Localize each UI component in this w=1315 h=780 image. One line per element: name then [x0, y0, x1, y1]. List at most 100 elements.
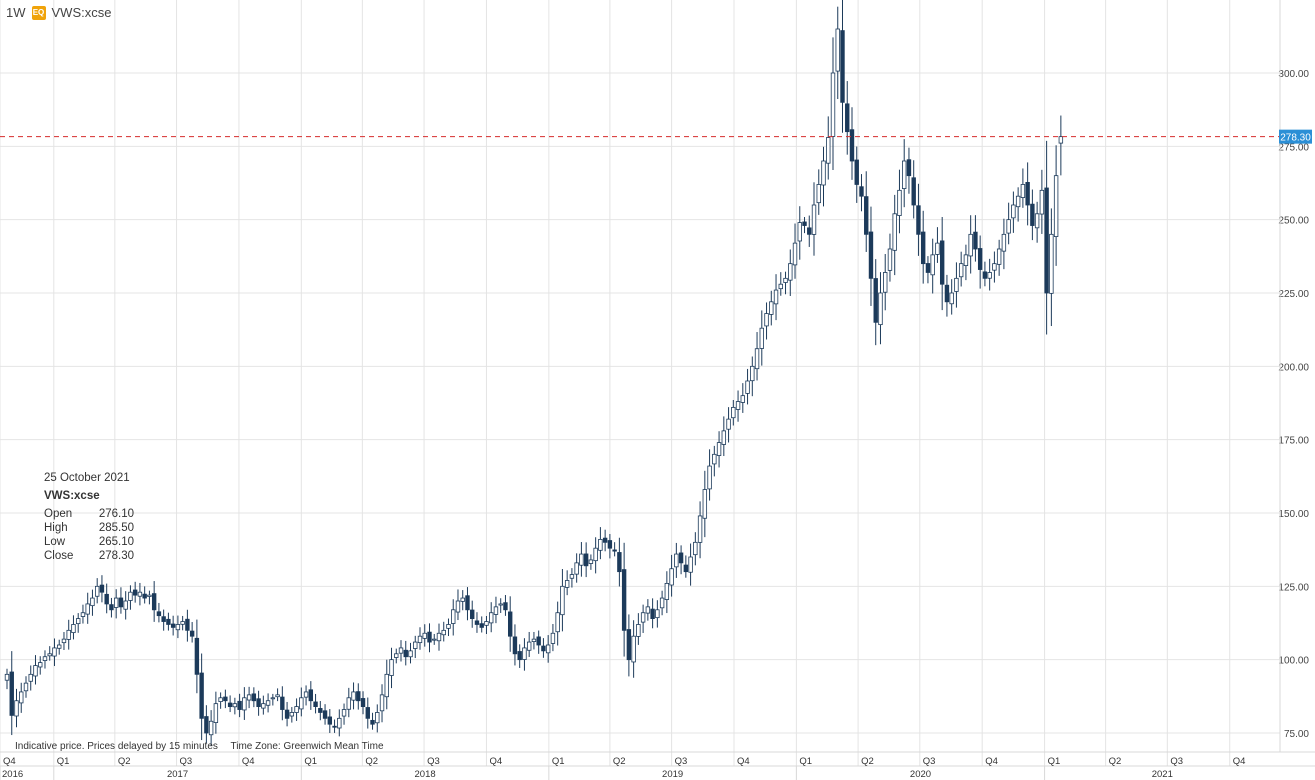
candle-body [759, 327, 764, 349]
candle-body [769, 301, 774, 315]
candle-body [1034, 213, 1040, 229]
candle-body [579, 553, 584, 566]
candle-body [588, 559, 594, 564]
candle-body [1001, 233, 1007, 252]
last-price-line: 278.30 [0, 129, 1312, 144]
candle-body [189, 630, 195, 637]
candle-body [783, 277, 788, 283]
candle-body [23, 682, 29, 692]
candle-body [1025, 182, 1030, 206]
candle-body [916, 205, 921, 235]
candle-body [821, 160, 826, 186]
candle-body [313, 701, 318, 708]
candle-body [417, 635, 423, 644]
candle-body [99, 584, 105, 593]
candle-body [185, 618, 190, 631]
candle-body [645, 606, 651, 614]
interval-label[interactable]: 1W [6, 5, 26, 20]
candle-body [280, 696, 285, 710]
candle-body [797, 222, 802, 242]
candle-body [237, 700, 242, 710]
candle-body [308, 689, 314, 702]
candle-body [223, 696, 228, 702]
candle-body [536, 636, 541, 646]
candle-body [925, 263, 931, 273]
candle-body [712, 453, 717, 465]
equity-badge-icon: EQ [31, 5, 46, 20]
candle-body [878, 292, 883, 326]
candle-body [460, 597, 465, 602]
candle-body [128, 591, 133, 601]
candle-body [807, 227, 812, 235]
candle-body [389, 659, 394, 676]
candle-body [170, 623, 176, 628]
y-tick-label: 275.00 [1278, 142, 1309, 153]
chart-grid [0, 0, 1280, 766]
candle-body [104, 593, 109, 605]
candle-body [693, 541, 698, 556]
candle-body [465, 595, 470, 611]
candle-body [204, 716, 209, 734]
candle-body [503, 602, 508, 611]
info-symbol: VWS:xcse [44, 490, 100, 502]
quarter-label: Q3 [427, 756, 440, 767]
candle-body [650, 608, 655, 619]
candle-body [707, 465, 712, 490]
candle-body [161, 616, 166, 622]
candle-body [147, 594, 152, 597]
candle-body [996, 248, 1002, 265]
candle-body [275, 694, 280, 698]
candle-body [261, 703, 266, 709]
candle-body [256, 698, 261, 707]
candle-body [930, 254, 935, 276]
candle-body [569, 574, 575, 579]
candle-body [227, 702, 233, 707]
candle-body [42, 656, 48, 661]
candle-body [949, 292, 954, 305]
candle-body [379, 694, 385, 712]
candle-body [954, 277, 959, 292]
candle-body [859, 186, 864, 197]
candle-body [322, 710, 328, 719]
candle-body [9, 671, 14, 716]
candle-body [71, 624, 76, 634]
candle-body [830, 72, 836, 137]
candle-body [351, 691, 356, 701]
y-axis: 75.00 100.00 125.00 150.00 175.00 200.00 225.0… [1278, 69, 1309, 740]
candle-body [802, 221, 807, 226]
candle-body [1058, 136, 1064, 144]
quarter-label: Q1 [57, 756, 70, 767]
candle-body [498, 603, 503, 606]
candle-body [66, 629, 71, 640]
candle-body [778, 283, 783, 290]
candle-body [1011, 204, 1016, 219]
info-row-low: Low 265.10 [44, 536, 134, 548]
candle-body [403, 649, 408, 658]
candle-body [90, 597, 95, 607]
candle-body [109, 604, 114, 611]
candle-body [422, 632, 427, 639]
candle-body [1049, 233, 1054, 294]
candle-body [883, 272, 888, 293]
candle-body [659, 597, 665, 609]
candle-body [118, 597, 124, 608]
candle-body [484, 621, 489, 626]
candle-body [394, 653, 399, 658]
candle-body [1044, 187, 1049, 294]
year-label: 2020 [910, 769, 931, 780]
year-label: 2016 [2, 769, 23, 780]
candle-body [935, 242, 940, 255]
candle-body [507, 611, 513, 637]
candle-body [526, 641, 532, 651]
candle-body [85, 603, 90, 615]
candle-body [612, 549, 617, 552]
symbol-label[interactable]: VWS:xcse [51, 5, 112, 20]
candle-body [479, 623, 484, 628]
candle-body [726, 418, 731, 430]
candle-body [864, 196, 869, 235]
candle-body [341, 709, 347, 717]
candle-body [132, 589, 138, 596]
candle-body [968, 233, 973, 257]
quarter-label: Q3 [1170, 756, 1183, 767]
quarter-label: Q3 [675, 756, 688, 767]
